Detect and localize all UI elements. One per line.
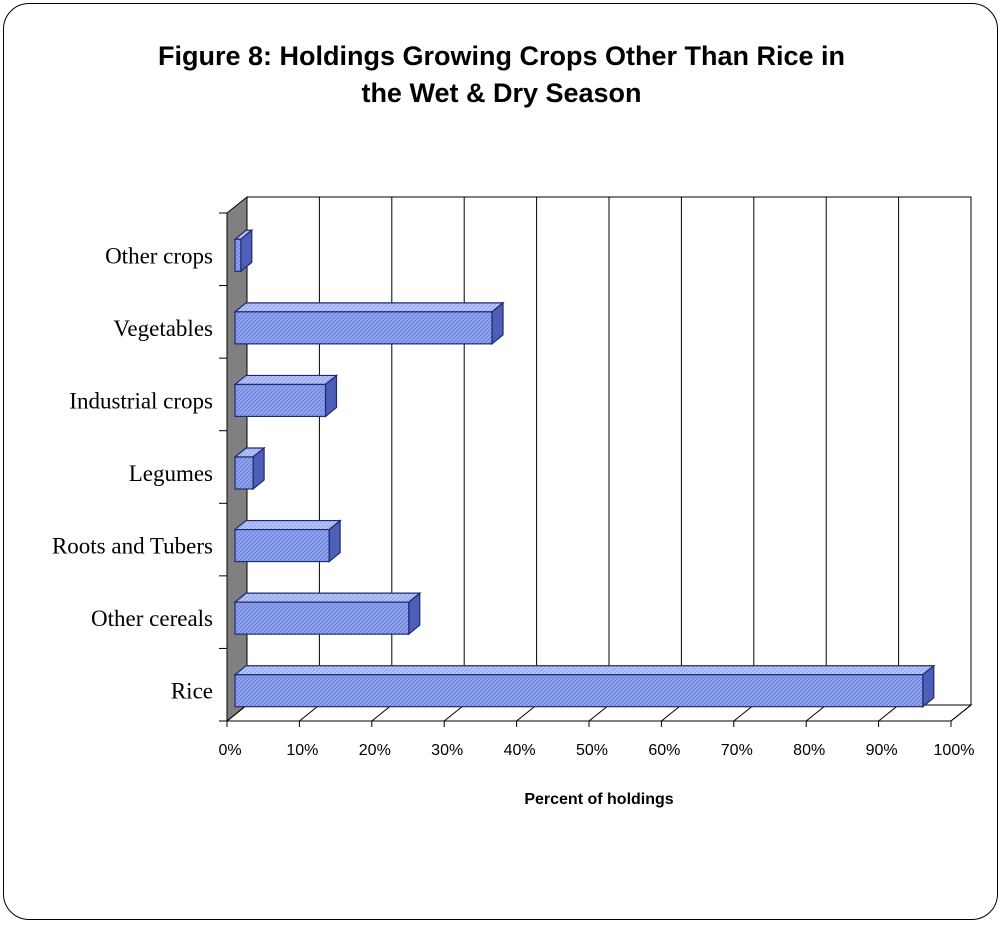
floor-gridline [950, 704, 972, 722]
bar-top-face [233, 519, 342, 531]
category-label: Other cereals [91, 606, 213, 631]
bar [233, 374, 339, 418]
bar [233, 591, 422, 636]
bar [233, 229, 254, 273]
bar-front-face [234, 456, 254, 490]
bar [233, 664, 936, 708]
chart-title: Figure 8: Holdings Growing Crops Other T… [0, 38, 1003, 112]
x-axis-title: Percent of holdings [524, 791, 673, 808]
floor-gridline [588, 704, 610, 722]
floor-gridline [371, 704, 393, 722]
bar-front-face [234, 238, 242, 272]
category-label: Vegetables [113, 316, 213, 341]
x-tick-label: 60% [648, 742, 680, 759]
floor-gridline [733, 704, 755, 722]
x-tick-label: 30% [431, 742, 463, 759]
bar [233, 446, 266, 491]
category-label: Roots and Tubers [52, 534, 213, 559]
category-label: Rice [171, 679, 213, 704]
x-tick-label: 10% [286, 742, 318, 759]
x-tick-label: 80% [793, 742, 825, 759]
category-label: Other crops [105, 243, 213, 268]
x-tick-label: 90% [866, 742, 898, 759]
chart-title-line-2: the Wet & Dry Season [361, 78, 642, 108]
floor-gridline [661, 704, 682, 722]
bar [233, 519, 342, 563]
bar-top-face [233, 592, 422, 603]
category-label: Industrial crops [69, 388, 213, 413]
bar-front-face [234, 674, 924, 708]
x-tick-label: 40% [504, 742, 536, 759]
floor-gridline [443, 704, 465, 722]
bar-front-face [234, 311, 493, 345]
x-tick-label: 20% [359, 742, 391, 759]
x-tick-label: 50% [576, 742, 608, 759]
floor-gridline [516, 704, 537, 722]
bar-front-face [234, 383, 327, 418]
floor-gridline [805, 704, 827, 722]
bar-front-face [234, 601, 410, 635]
x-tick-label: 100% [934, 742, 975, 759]
bar-top-face [233, 302, 505, 313]
floor-gridline [878, 704, 899, 722]
bar-top-face [233, 665, 936, 676]
category-label: Legumes [129, 461, 213, 486]
chart-title-line-1: Figure 8: Holdings Growing Crops Other T… [157, 41, 846, 71]
bar-front-face [234, 528, 330, 563]
floor-gridline [226, 704, 248, 722]
floor-gridline [299, 704, 320, 722]
x-tick-label: 0% [218, 742, 241, 759]
bar-top-face [233, 374, 339, 386]
x-tick-label: 70% [721, 742, 753, 759]
bar [233, 301, 505, 346]
